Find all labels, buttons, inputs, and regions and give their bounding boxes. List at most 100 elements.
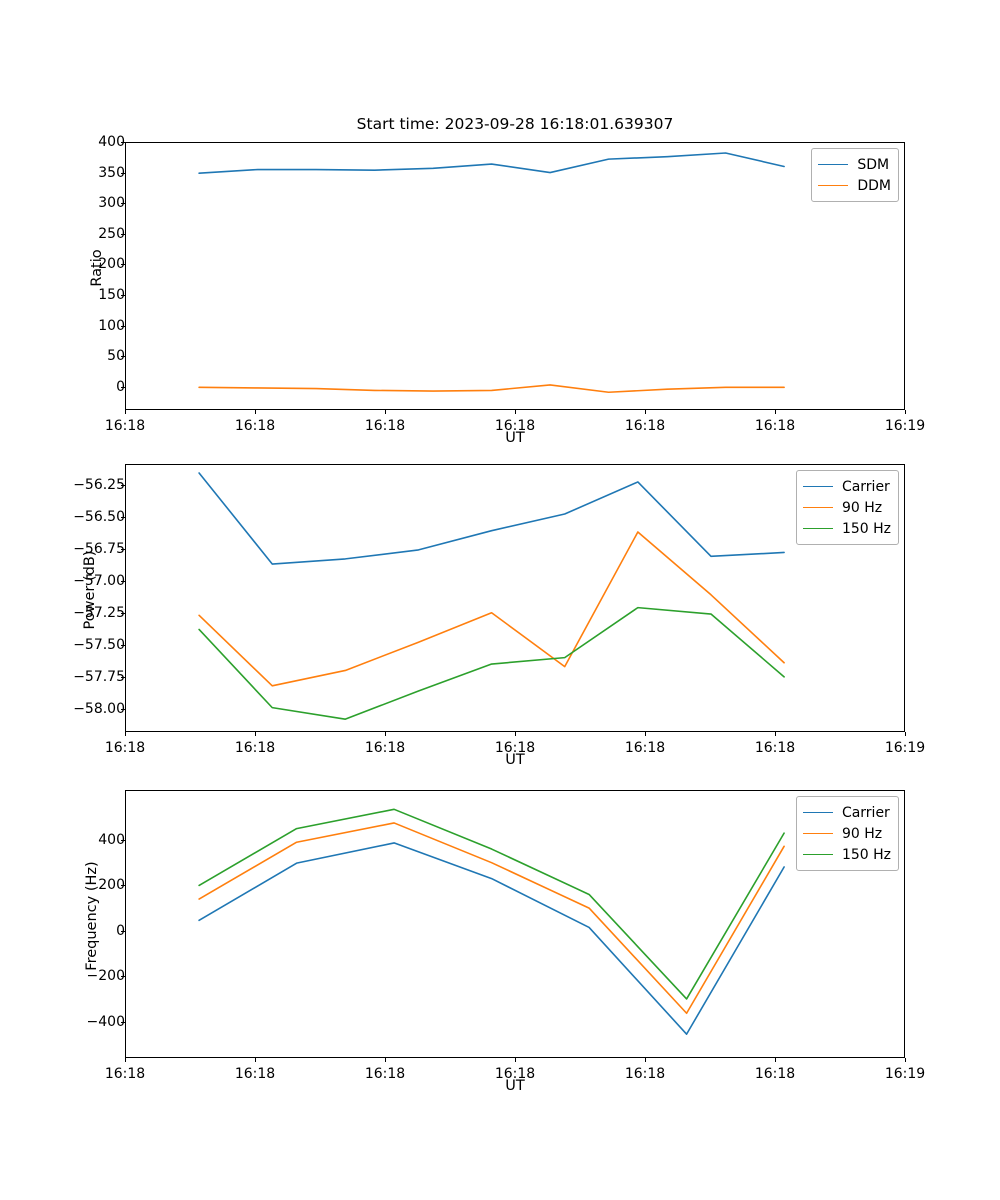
- y-tick-mark: [120, 676, 125, 678]
- series-line-90-hz: [198, 822, 785, 1015]
- y-tick-mark: [120, 612, 125, 614]
- legend-item[interactable]: Carrier: [802, 802, 891, 823]
- x-tick-mark: [905, 1058, 907, 1063]
- x-tick-label: 16:18: [234, 418, 276, 434]
- x-tick-label: 16:18: [364, 740, 406, 756]
- y-tick-label: 350: [98, 164, 125, 181]
- y-tick-mark: [120, 930, 125, 932]
- x-tick-label: 16:18: [624, 1066, 666, 1082]
- y-tick-label: 150: [98, 286, 125, 303]
- legend-item[interactable]: 90 Hz: [802, 497, 891, 518]
- legend-item[interactable]: 90 Hz: [802, 823, 891, 844]
- subplot-ratio: Start time: 2023-09-28 16:18:01.639307 R…: [89, 115, 925, 446]
- x-tick-mark: [905, 732, 907, 737]
- x-tick-mark: [255, 1058, 257, 1063]
- x-axis-label-mid: UT: [505, 752, 525, 768]
- y-tick-label: −57.75: [73, 668, 125, 685]
- x-tick-label: 16:18: [104, 1066, 146, 1082]
- y-tick-label: 0: [116, 378, 125, 395]
- y-tick-label: 100: [98, 317, 125, 334]
- y-tick-label: −400: [86, 1013, 125, 1030]
- legend-item[interactable]: DDM: [818, 175, 891, 196]
- x-tick-label: 16:18: [754, 1066, 796, 1082]
- y-tick-label: −56.25: [73, 476, 125, 493]
- subplot-frequency: Frequency (Hz) UT −400 −200 0 200 400 16:18 1…: [84, 790, 925, 1094]
- y-tick-mark: [120, 294, 125, 297]
- x-axis-label-bot: UT: [505, 1078, 525, 1094]
- y-tick-mark: [120, 516, 125, 518]
- y-tick-mark: [120, 386, 125, 388]
- y-tick-mark: [120, 264, 125, 266]
- y-tick-label: 300: [98, 195, 125, 212]
- x-tick-label: 16:18: [364, 418, 406, 434]
- data-lines-top: [198, 152, 785, 394]
- x-tick-mark: [125, 1058, 127, 1063]
- legend-color-swatch: [818, 185, 849, 186]
- x-tick-label: 16:19: [884, 740, 926, 756]
- y-tick-mark: [120, 356, 125, 358]
- x-tick-mark: [645, 1058, 647, 1063]
- x-tick-label: 16:18: [494, 1066, 536, 1082]
- x-tick-mark: [385, 1058, 387, 1063]
- y-tick-label: 50: [107, 348, 125, 365]
- data-lines-bot: [198, 808, 785, 1035]
- y-tick-label: 400: [98, 831, 125, 848]
- legend-label: 150 Hz: [841, 520, 891, 537]
- y-tick-mark: [120, 325, 125, 327]
- x-tick-label: 16:18: [234, 1066, 276, 1082]
- x-tick-label: 16:18: [624, 418, 666, 434]
- legend-bot[interactable]: Carrier 90 Hz 150 Hz: [795, 796, 899, 871]
- y-tick-mark: [120, 976, 125, 978]
- x-tick-label: 16:18: [104, 418, 146, 434]
- y-tick-mark: [120, 142, 125, 144]
- y-tick-mark: [120, 839, 125, 842]
- series-line-150-hz: [198, 808, 785, 1000]
- x-tick-mark: [385, 732, 387, 737]
- legend-item[interactable]: Carrier: [802, 476, 891, 497]
- x-tick-mark: [255, 410, 257, 415]
- legend-item[interactable]: SDM: [818, 154, 891, 175]
- y-tick-mark: [120, 484, 125, 486]
- x-tick-label: 16:18: [754, 740, 796, 756]
- x-tick-mark: [255, 732, 257, 737]
- legend-label: 150 Hz: [841, 846, 891, 863]
- y-tick-label: 400: [98, 134, 125, 150]
- legend-item[interactable]: 150 Hz: [802, 518, 891, 539]
- legend-label: 90 Hz: [841, 499, 883, 516]
- x-tick-label: 16:18: [364, 1066, 406, 1082]
- x-tick-mark: [645, 732, 647, 737]
- x-tick-label: 16:18: [104, 740, 146, 756]
- legend-label: Carrier: [841, 804, 890, 821]
- legend-color-swatch: [818, 164, 849, 165]
- series-line-carrier: [198, 842, 785, 1035]
- y-tick-label: 0: [116, 922, 125, 939]
- series-line-carrier: [198, 472, 785, 565]
- y-tick-mark: [120, 233, 125, 235]
- legend-color-swatch: [802, 854, 833, 855]
- x-tick-mark: [515, 1058, 517, 1063]
- series-line-ddm: [198, 384, 785, 394]
- x-tick-mark: [775, 1058, 777, 1063]
- y-tick-label: 200: [98, 877, 125, 894]
- legend-label: 90 Hz: [841, 825, 883, 842]
- legend-color-swatch: [802, 486, 833, 487]
- x-axis-label-top: UT: [505, 430, 525, 446]
- y-tick-mark: [120, 172, 125, 174]
- x-tick-mark: [905, 410, 907, 415]
- legend-label: SDM: [857, 156, 890, 173]
- legend-color-swatch: [802, 528, 833, 529]
- y-tick-label: −57.00: [73, 572, 125, 589]
- y-tick-label: −58.00: [73, 700, 125, 717]
- x-tick-label: 16:18: [494, 418, 536, 434]
- y-tick-label: −57.50: [73, 636, 125, 653]
- plot-frame-bot: [125, 790, 905, 1058]
- legend-color-swatch: [802, 833, 833, 834]
- chart-title: Start time: 2023-09-28 16:18:01.639307: [356, 115, 674, 133]
- data-lines-mid: [198, 472, 785, 720]
- x-tick-label: 16:18: [494, 740, 536, 756]
- y-tick-label: −57.25: [73, 604, 125, 621]
- legend-mid[interactable]: Carrier 90 Hz 150 Hz: [795, 470, 899, 545]
- legend-top[interactable]: SDM DDM: [811, 148, 899, 202]
- legend-item[interactable]: 150 Hz: [802, 844, 891, 865]
